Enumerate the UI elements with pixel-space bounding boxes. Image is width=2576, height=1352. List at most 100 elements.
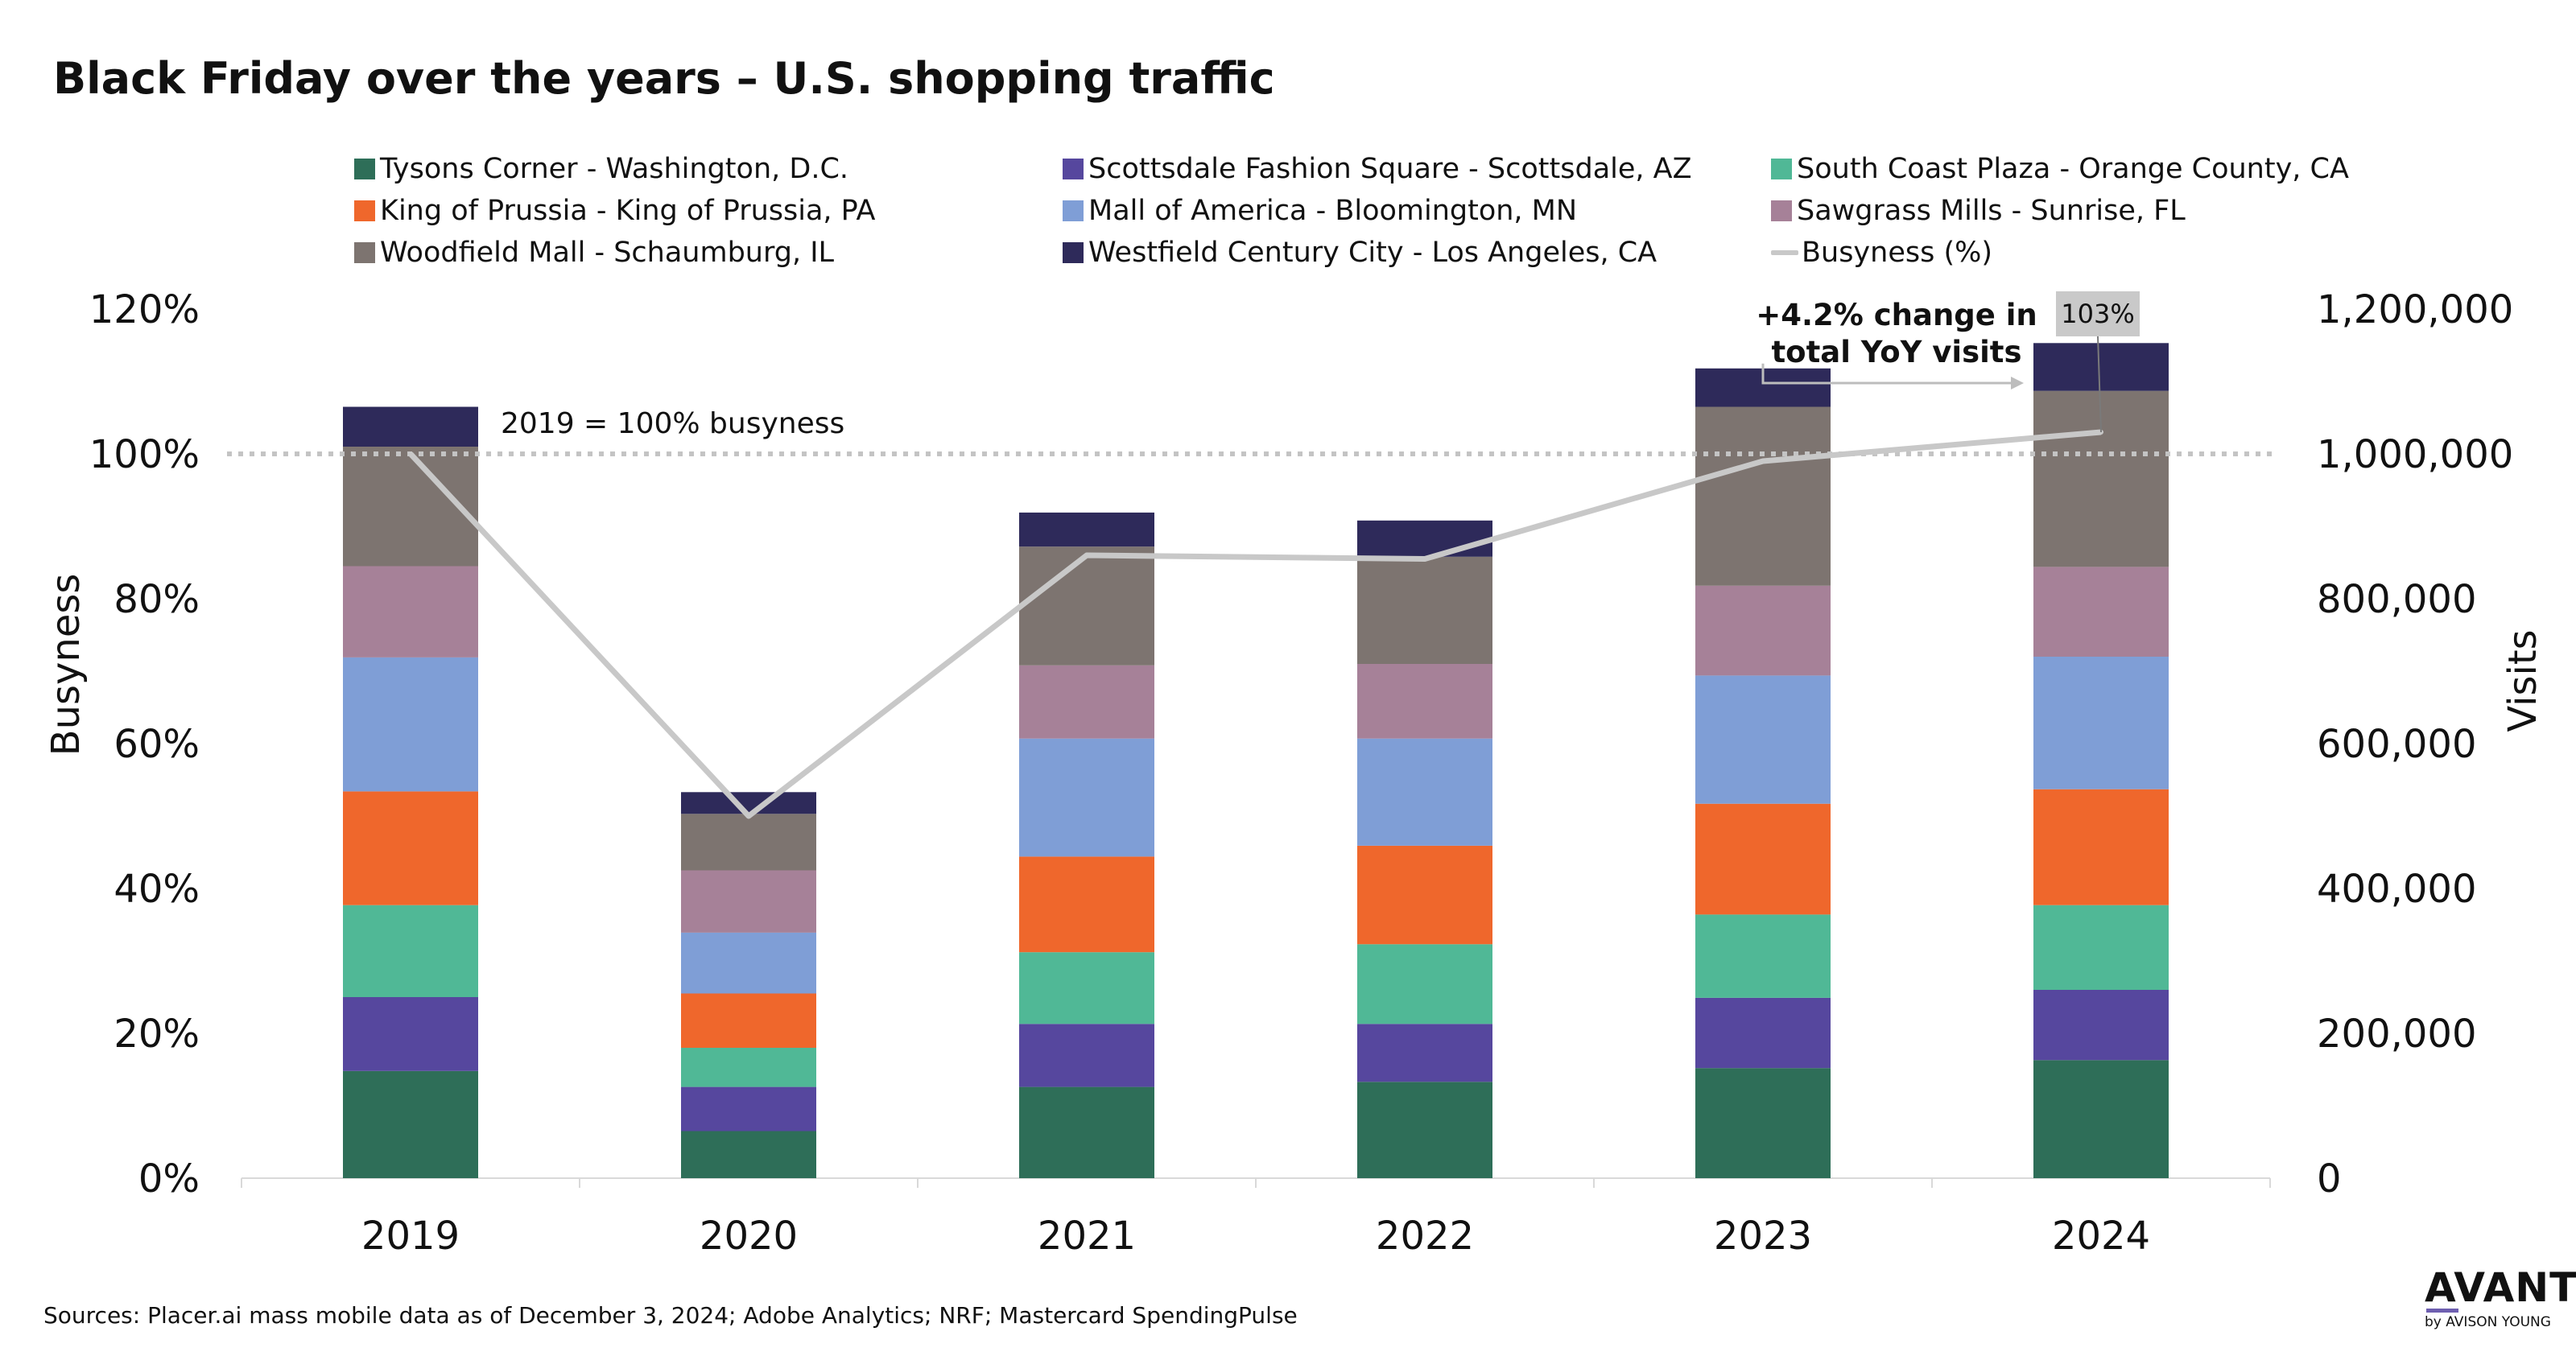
x-tick-label: 2020 — [700, 1214, 798, 1259]
legend-label: Mall of America - Bloomington, MN — [1088, 195, 1578, 227]
y-left-tick-label: 20% — [114, 1012, 200, 1057]
value-callout-leader — [2097, 336, 2102, 433]
legend-swatch — [1063, 200, 1084, 221]
bar-segment — [1019, 512, 1154, 547]
legend-label: Busyness (%) — [1802, 237, 1993, 269]
bar-segment — [2033, 657, 2169, 789]
brand-tagline: by AVISON YOUNG — [2425, 1314, 2551, 1330]
y-right-tick-label: 0 — [2317, 1156, 2342, 1202]
bar-segment — [681, 1048, 816, 1087]
value-callout-label: 103% — [2061, 299, 2134, 329]
legend-label: Westfield Century City - Los Angeles, CA — [1088, 237, 1657, 269]
busyness-point — [1084, 553, 1089, 558]
legend-swatch — [354, 200, 375, 221]
brand-accent-bar — [2426, 1309, 2458, 1313]
y-right-tick-label: 1,000,000 — [2317, 432, 2513, 477]
bar-segment — [1357, 1024, 1492, 1082]
legend-item: King of Prussia - King of Prussia, PA — [354, 192, 1063, 230]
bar-segment — [1019, 1024, 1154, 1087]
legend-item: Busyness (%) — [1771, 233, 2351, 272]
busyness-line — [408, 429, 2102, 819]
y-left-axis-label: Busyness — [43, 574, 89, 756]
brand-name: AVANT — [2425, 1264, 2576, 1311]
yoy-arrow-head — [2011, 377, 2024, 390]
legend-swatch — [354, 242, 375, 263]
y-right-tick-label: 800,000 — [2317, 577, 2477, 622]
bar-segment — [681, 993, 816, 1048]
y-left-tick-label: 40% — [114, 867, 200, 912]
busyness-point — [746, 814, 751, 818]
bar-segment — [2033, 905, 2169, 990]
x-tick-label: 2022 — [1376, 1214, 1474, 1259]
busyness-point — [1422, 556, 1427, 562]
bar-segment — [2033, 990, 2169, 1061]
y-right-tick-label: 400,000 — [2317, 867, 2477, 912]
y-left-tick-label: 60% — [114, 722, 200, 767]
reference-line-label: 2019 = 100% busyness — [501, 407, 844, 440]
chart-legend: Tysons Corner - Washington, D.C. Scottsd… — [354, 150, 2351, 272]
bar-segment — [681, 1131, 816, 1178]
x-tick-label: 2024 — [2052, 1214, 2150, 1259]
legend-swatch — [1063, 242, 1084, 263]
bar-segment — [2033, 567, 2169, 657]
legend-label: King of Prussia - King of Prussia, PA — [380, 195, 876, 227]
bar-segment — [1695, 997, 1831, 1069]
legend-label: Sawgrass Mills - Sunrise, FL — [1797, 195, 2186, 227]
bar-segment — [2033, 1060, 2169, 1178]
y-right-tick-label: 600,000 — [2317, 722, 2477, 767]
chart-title: Black Friday over the years – U.S. shopp… — [53, 53, 1275, 104]
source-note: Sources: Placer.ai mass mobile data as o… — [43, 1302, 1298, 1329]
bar-segment — [1019, 952, 1154, 1024]
bar-segment — [1357, 944, 1492, 1024]
bar-segment — [343, 905, 478, 997]
bar-segment — [1357, 664, 1492, 739]
legend-item: Sawgrass Mills - Sunrise, FL — [1771, 192, 2351, 230]
legend-swatch — [1771, 200, 1792, 221]
bar-segment — [1019, 738, 1154, 857]
y-left-tick-label: 100% — [89, 432, 200, 477]
bar-segment — [343, 997, 478, 1071]
bar-segment — [681, 870, 816, 933]
bar-segment — [1695, 675, 1831, 804]
legend-label: South Coast Plaza - Orange County, CA — [1797, 153, 2349, 185]
bar-segment — [343, 1070, 478, 1178]
value-callout-box — [2056, 291, 2140, 336]
x-tick-label: 2023 — [1714, 1214, 1812, 1259]
bar-segment — [1357, 1082, 1492, 1178]
legend-item: Westfield Century City - Los Angeles, CA — [1063, 233, 1771, 272]
bar-segment — [1695, 406, 1831, 586]
bar-segment — [681, 792, 816, 814]
bar-segment — [1695, 1068, 1831, 1178]
bar-segment — [1695, 914, 1831, 998]
busyness-point — [408, 451, 413, 456]
legend-swatch — [354, 159, 375, 179]
bar-segment — [2033, 343, 2169, 391]
legend-line-swatch — [1771, 250, 1798, 255]
y-right-tick-label: 1,200,000 — [2317, 287, 2513, 332]
legend-label: Tysons Corner - Washington, D.C. — [380, 153, 849, 185]
legend-item: Mall of America - Bloomington, MN — [1063, 192, 1771, 230]
legend-swatch — [1063, 159, 1084, 179]
bar-segment — [681, 814, 816, 871]
x-tick-label: 2021 — [1038, 1214, 1136, 1259]
yoy-arrow-line — [1761, 363, 2014, 385]
bar-segment — [1019, 856, 1154, 953]
bar-segment — [1019, 665, 1154, 739]
bar-segment — [1357, 520, 1492, 557]
bar-segment — [343, 406, 478, 447]
bar-segment — [1357, 738, 1492, 846]
bar-segment — [1357, 556, 1492, 664]
legend-label: Woodfield Mall - Schaumburg, IL — [380, 237, 835, 269]
yoy-annotation-line1: +4.2% change in — [1756, 298, 2037, 332]
bar-segment — [2033, 789, 2169, 905]
bar-segment — [343, 657, 478, 792]
legend-item: South Coast Plaza - Orange County, CA — [1771, 150, 2351, 188]
brand-logo: AVANT by AVISON YOUNG — [2425, 1267, 2576, 1330]
y-left-tick-label: 80% — [114, 577, 200, 622]
y-right-tick-label: 200,000 — [2317, 1012, 2477, 1057]
bar-segment — [343, 791, 478, 905]
busyness-point — [1761, 459, 1765, 464]
bar-segment — [1695, 803, 1831, 915]
bar-segment — [343, 566, 478, 657]
